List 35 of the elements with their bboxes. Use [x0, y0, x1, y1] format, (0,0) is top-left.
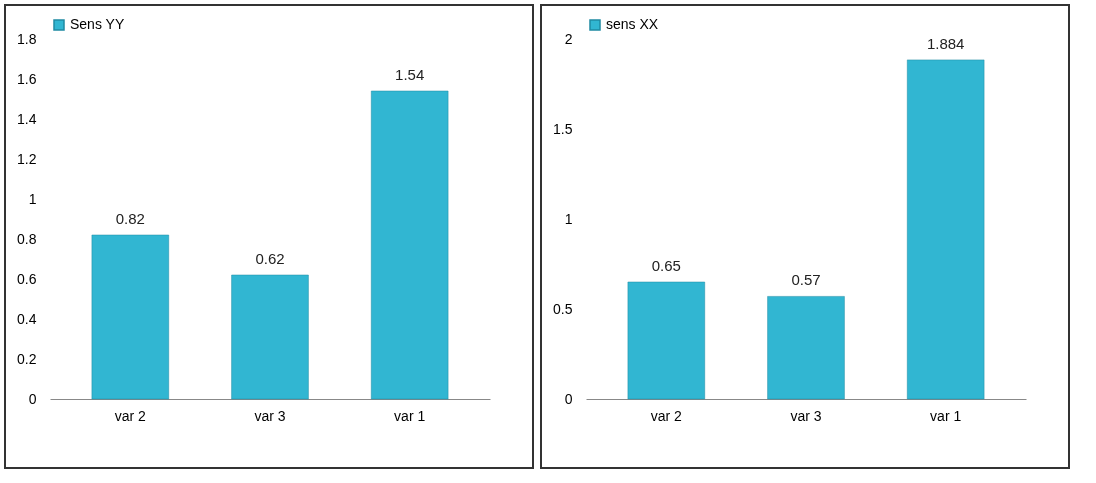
y-tick-label: 1 [28, 190, 37, 207]
x-tick-label: var 3 [254, 407, 286, 424]
y-tick-label: 1.4 [17, 110, 37, 127]
y-tick-label: 2 [564, 30, 573, 47]
x-tick-label: var 1 [930, 407, 962, 424]
legend-label: sens XX [606, 16, 659, 32]
data-label: 0.65 [651, 257, 681, 274]
x-tick-label: var 2 [650, 407, 683, 424]
y-tick-label: 1.8 [17, 30, 37, 47]
y-tick-label: 1.5 [553, 120, 573, 137]
bar [371, 90, 449, 400]
y-tick-label: 1.2 [17, 150, 37, 167]
data-label: 0.57 [791, 271, 821, 289]
y-tick-label: 0.8 [17, 230, 37, 247]
x-tick-label: var 3 [790, 407, 822, 424]
x-tick-label: var 2 [114, 407, 147, 424]
data-label: 0.82 [115, 210, 145, 227]
y-tick-label: 1 [564, 210, 573, 227]
y-tick-label: 0.5 [553, 300, 573, 317]
y-tick-label: 0.6 [17, 270, 37, 287]
legend-label: Sens YY [70, 16, 125, 32]
data-label: 1.884 [926, 34, 965, 52]
x-tick-label: var 1 [394, 407, 426, 424]
bar [627, 281, 705, 400]
y-tick-label: 0.2 [17, 350, 37, 367]
bar [91, 234, 169, 400]
y-tick-label: 0 [28, 390, 37, 407]
bar [231, 274, 309, 400]
y-tick-label: 1.6 [17, 70, 37, 87]
y-tick-label: 0 [564, 390, 573, 407]
data-label: 1.54 [395, 66, 425, 83]
data-label: 0.62 [255, 250, 285, 267]
bar [767, 296, 845, 400]
y-tick-label: 0.4 [17, 310, 37, 327]
bar [907, 59, 985, 400]
